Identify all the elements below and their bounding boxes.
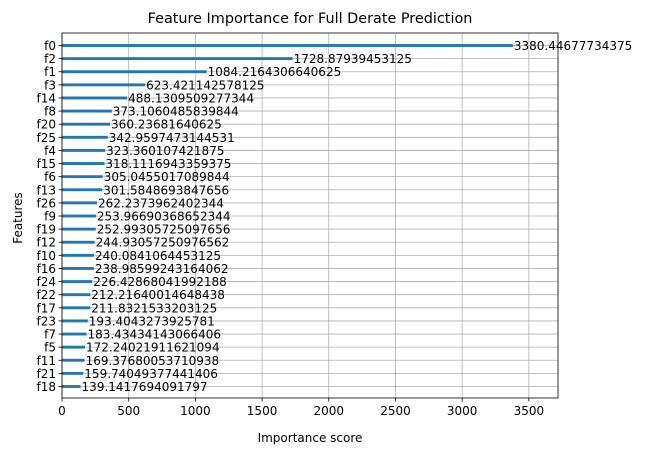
x-tick-label: 1000	[180, 404, 211, 418]
y-tick-label-f18: f18	[37, 380, 57, 394]
y-tick-label-f23: f23	[37, 314, 57, 328]
y-tick-label-f2: f2	[44, 52, 56, 66]
bar-f23	[62, 319, 88, 323]
y-tick-label-f4: f4	[44, 144, 56, 158]
y-tick-label-f12: f12	[37, 236, 57, 250]
bar-f16	[62, 267, 94, 270]
bar-f17	[62, 306, 91, 310]
x-tick-label: 3000	[447, 404, 478, 418]
bar-f9	[62, 214, 96, 218]
bar-f7	[62, 332, 87, 336]
data-label-f3: 623.421142578125	[146, 78, 264, 92]
y-tick-label-f7: f7	[44, 328, 56, 342]
data-labels-layer: 3380.44677734375 1728.879394531251084.216…	[82, 39, 633, 394]
data-label-f1: 1084.2164306640625	[208, 65, 342, 79]
bar-f8	[62, 109, 112, 113]
data-label-f21: 159.74049377441406	[84, 367, 218, 381]
y-tick-label-f1: f1	[44, 65, 56, 79]
bar-f6	[62, 175, 103, 179]
axes-layer: 0 500 1000 1500 2000 2500 3000 3500f0f2f1f3f14f…	[37, 32, 559, 418]
x-tick-label: 2000	[314, 404, 345, 418]
y-tick-label-f17: f17	[37, 301, 57, 315]
bar-f13	[62, 188, 103, 192]
data-label-f17: 211.8321533203125	[91, 301, 217, 315]
bar-f22	[62, 293, 91, 297]
bar-f18	[62, 385, 81, 388]
data-label-f11: 169.37680053710938	[86, 354, 220, 368]
x-tick-label: 0	[58, 404, 66, 418]
data-label-f16: 238.98599243164062	[95, 262, 229, 276]
data-label-f12: 244.93057250976562	[96, 236, 230, 250]
bar-f19	[62, 227, 96, 231]
y-tick-label-f25: f25	[37, 131, 57, 145]
x-tick-label: 500	[117, 404, 140, 418]
y-tick-label-f26: f26	[37, 196, 57, 210]
data-label-f7: 183.43434143066406	[87, 328, 221, 342]
bar-f26	[62, 201, 97, 205]
y-tick-label-f8: f8	[44, 105, 56, 119]
x-tick-label: 2500	[380, 404, 411, 418]
data-label-f8: 373.1060485839844	[113, 105, 239, 119]
y-tick-label-f6: f6	[44, 170, 56, 184]
data-label-f6: 305.0455017089844	[104, 170, 230, 184]
y-tick-label-f14: f14	[37, 91, 57, 105]
y-tick-label-f15: f15	[37, 157, 57, 171]
data-label-f19: 252.99305725097656	[97, 223, 231, 237]
bar-f4	[62, 148, 106, 152]
data-label-f2: 1728.87939453125	[294, 52, 412, 66]
y-tick-label-f10: f10	[37, 249, 57, 263]
x-tick-label: 3500	[514, 404, 545, 418]
data-label-f23: 193.4043273925781	[89, 314, 215, 328]
x-axis-label: Importance score	[258, 431, 363, 445]
y-tick-label-f21: f21	[37, 367, 57, 381]
bar-f10	[62, 253, 95, 257]
data-label-f4: 323.360107421875	[106, 144, 224, 158]
data-label-f14: 488.1309509277344	[128, 91, 254, 105]
bar-f2	[62, 57, 293, 61]
bar-f25	[62, 135, 108, 139]
data-label-f10: 240.0841064453125	[95, 249, 221, 263]
bar-f12	[62, 240, 95, 244]
bar-f20	[62, 122, 111, 126]
y-tick-label-f9: f9	[44, 210, 56, 224]
y-tick-label-f22: f22	[37, 288, 57, 302]
data-label-f9: 253.96690368652344	[97, 210, 231, 224]
data-label-f15: 318.1116943359375	[105, 157, 231, 171]
y-tick-label-f20: f20	[37, 118, 57, 132]
chart-title: Feature Importance for Full Derate Predi…	[148, 11, 473, 27]
y-tick-label-f11: f11	[37, 354, 57, 368]
bar-f1	[62, 70, 207, 74]
y-tick-label-f5: f5	[44, 341, 56, 355]
x-tick-label: 1500	[247, 404, 278, 418]
bars-layer	[62, 44, 513, 388]
data-label-f22: 212.21640014648438	[91, 288, 225, 302]
bar-f21	[62, 371, 84, 375]
y-tick-label-f0: f0	[44, 39, 56, 53]
data-label-f13: 301.5848693847656	[103, 183, 229, 197]
data-label-f20: 360.23681640625	[111, 118, 222, 132]
data-label-f24: 226.42868041992188	[93, 275, 227, 289]
data-label-f0: 3380.44677734375	[514, 39, 632, 53]
bar-f5	[62, 345, 85, 349]
bar-f14	[62, 96, 128, 100]
bar-f0	[62, 44, 513, 47]
bar-f24	[62, 280, 93, 284]
y-tick-label-f16: f16	[37, 262, 57, 276]
plot-frame	[61, 32, 559, 399]
bar-f15	[62, 162, 105, 165]
data-label-f5: 172.24021911621094	[86, 341, 220, 355]
bar-f11	[62, 358, 85, 362]
data-label-f25: 342.9597473144531	[109, 131, 235, 145]
y-axis-label: Features	[11, 192, 25, 244]
y-tick-label-f19: f19	[37, 223, 57, 237]
y-tick-label-f24: f24	[37, 275, 57, 289]
data-label-f18: 139.1417694091797	[82, 380, 208, 394]
bar-f3	[62, 83, 146, 87]
data-label-f26: 262.2373962402344	[98, 196, 224, 210]
y-tick-label-f13: f13	[37, 183, 57, 197]
y-tick-label-f3: f3	[44, 78, 56, 92]
